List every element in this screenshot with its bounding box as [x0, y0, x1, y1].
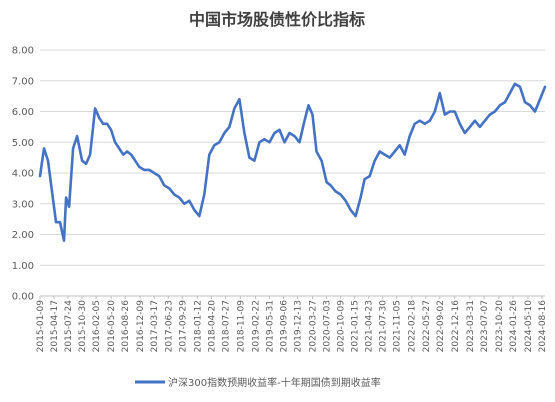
x-tick-label: 2022-09-02 — [436, 300, 446, 352]
x-tick-label: 2020-03-27 — [309, 300, 319, 352]
x-tick-label: 2023-10-20 — [495, 300, 505, 353]
x-tick-label: 2019-12-13 — [294, 300, 304, 352]
x-tick-label: 2024-05-10 — [524, 300, 534, 353]
x-tick-label: 2018-01-12 — [193, 300, 203, 352]
series-lines — [38, 82, 547, 242]
x-tick-label: 2023-03-31 — [466, 300, 476, 352]
x-tick-label: 2018-07-27 — [221, 300, 231, 352]
x-tick-label: 2016-02-05 — [92, 300, 102, 352]
chart-legend: 沪深300指数预期收益率-十年期国债到期收益率 — [135, 376, 381, 389]
y-tick-label: 0.00 — [12, 292, 34, 303]
y-tick-label: 7.00 — [12, 76, 34, 87]
y-axis-ticks: 0.00 1.00 2.00 3.00 4.00 5.00 6.00 7.00 8.00 — [12, 46, 34, 303]
x-axis-ticks: 2015-01-09 2015-04-17 2015-07-24 2015-10-30… — [36, 296, 548, 352]
x-tick-label: 2018-04-20 — [207, 300, 217, 353]
x-tick-label: 2019-02-22 — [251, 300, 261, 352]
x-tick-label: 2016-08-26 — [121, 300, 131, 353]
legend-label: 沪深300指数预期收益率-十年期国债到期收益率 — [168, 376, 381, 389]
y-tick-label: 6.00 — [12, 107, 34, 118]
x-tick-label: 2018-11-09 — [236, 300, 246, 353]
x-tick-label: 2015-07-24 — [64, 300, 74, 353]
y-tick-label: 8.00 — [12, 46, 34, 57]
x-tick-label: 2022-05-27 — [422, 300, 432, 352]
x-tick-label: 2020-07-03 — [323, 300, 333, 352]
x-tick-label: 2015-04-17 — [50, 300, 60, 352]
x-tick-label: 2019-09-06 — [279, 300, 289, 353]
y-tick-label: 5.00 — [12, 138, 34, 149]
x-tick-label: 2021-01-15 — [351, 300, 361, 352]
x-tick-label: 2022-12-16 — [451, 300, 461, 353]
x-tick-label: 2016-05-20 — [107, 300, 117, 353]
x-tick-label: 2022-02-18 — [408, 300, 418, 353]
chart-gridlines — [40, 49, 545, 266]
x-tick-label: 2024-08-16 — [538, 300, 548, 353]
series-line — [38, 82, 547, 242]
x-tick-label: 2019-05-31 — [265, 300, 275, 352]
chart-title: 中国市场股债性价比指标 — [189, 10, 365, 29]
x-tick-label: 2016-12-09 — [136, 300, 146, 353]
y-tick-label: 4.00 — [12, 169, 34, 180]
x-tick-label: 2021-07-30 — [379, 300, 389, 353]
x-tick-label: 2023-07-07 — [480, 300, 490, 352]
x-tick-label: 2015-01-09 — [36, 300, 46, 353]
x-tick-label: 2024-01-26 — [509, 300, 519, 353]
x-tick-label: 2021-11-05 — [393, 300, 403, 352]
x-tick-label: 2015-10-30 — [78, 300, 88, 353]
y-tick-label: 3.00 — [12, 199, 34, 210]
x-tick-label: 2017-03-17 — [150, 300, 160, 352]
x-tick-label: 2017-09-29 — [178, 300, 188, 353]
x-tick-label: 2020-10-09 — [337, 300, 347, 353]
x-tick-label: 2021-04-23 — [365, 300, 375, 352]
y-tick-label: 2.00 — [12, 230, 34, 241]
x-tick-label: 2017-06-23 — [164, 300, 174, 352]
y-tick-label: 1.00 — [12, 261, 34, 272]
